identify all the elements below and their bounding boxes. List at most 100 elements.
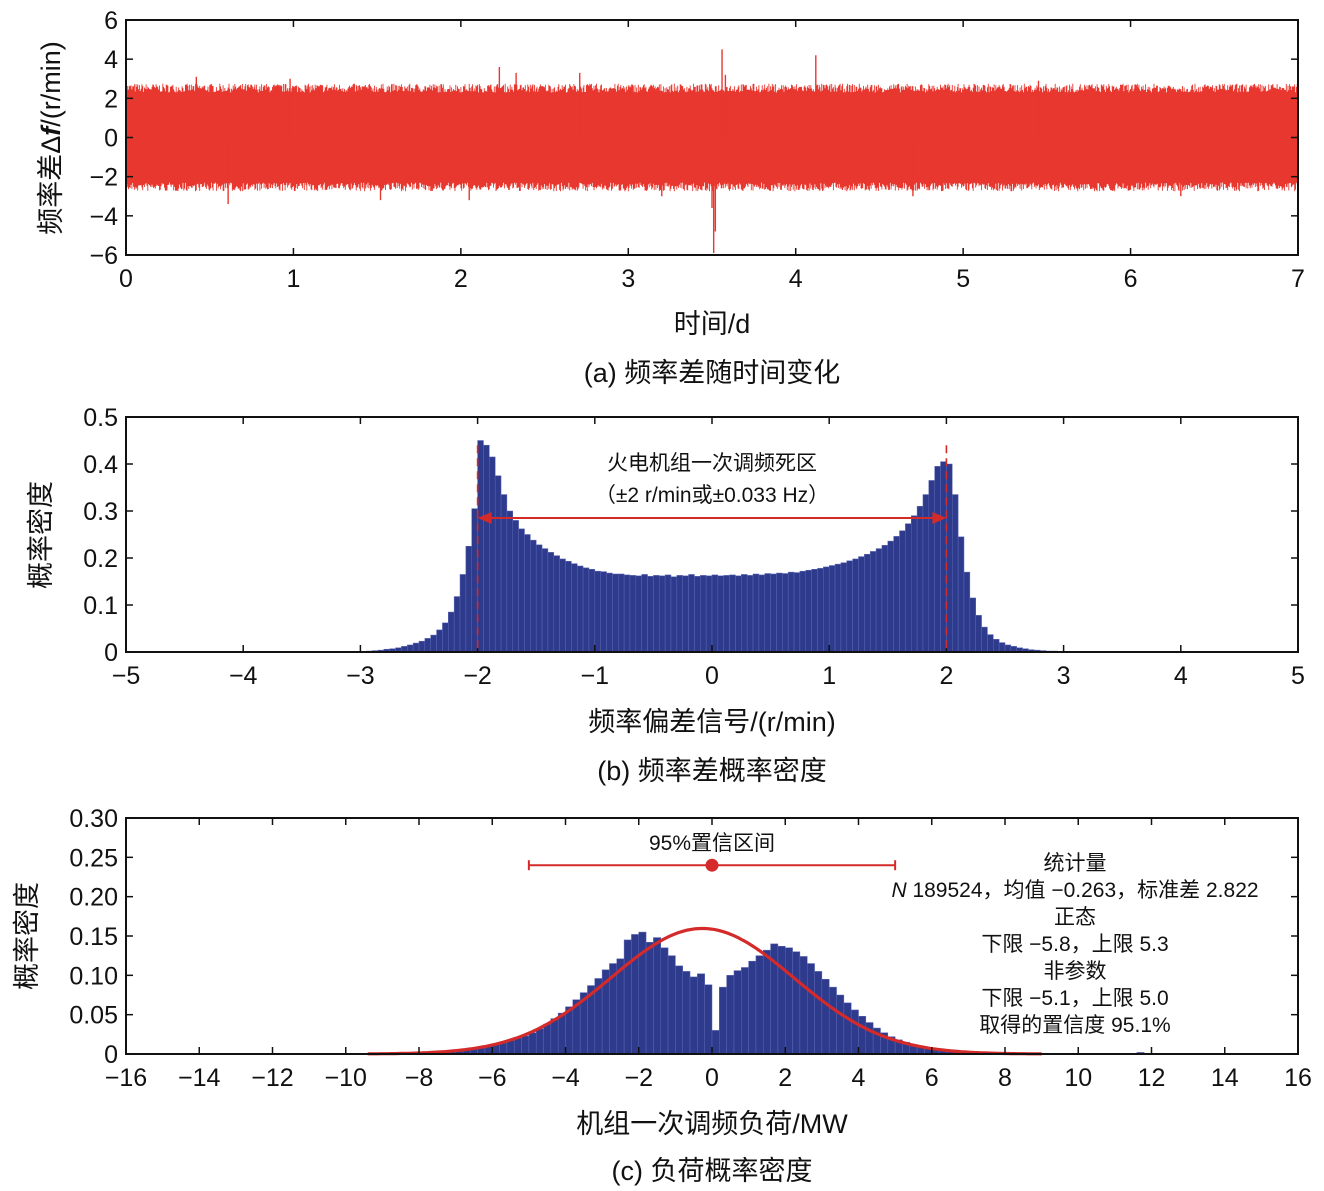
panel-c-ylabel: 概率密度 [12,882,42,990]
panel-c-bar [631,934,639,1055]
panel-b-ticks: −5 −4 −3 −2 −1 0 1 2 3 4 5 0 0.1 0.2 0.3 0.4 0.5 [83,404,1305,690]
panel-b-bar [688,574,695,653]
panel-b-bar [869,551,877,653]
stats-n-symbol: N [891,879,907,902]
panel-b-bar [612,573,619,653]
panel-c-ticks: −16 −14 −12 −10 −8 −6 −4 −2 0 2 4 6 8 10 12 14 16 0 0.05 0.… [69,805,1312,1092]
panel-b-bar [647,576,654,653]
panel-c-ytick-label: 0.05 [69,1002,118,1030]
stats-normal-range: 下限 −5.8，上限 5.3 [981,933,1168,956]
panel-c-bar [675,965,683,1055]
panel-b-bar [998,642,1006,653]
panel-c-bar [748,960,757,1055]
panel-b-bar [606,572,613,653]
panel-b-bar [535,544,543,653]
panel-b-bar [969,597,976,653]
panel-c-histogram: −16 −14 −12 −10 −8 −6 −4 −2 0 2 4 6 8 10 12 14 16 0 0.05 0.… [12,805,1312,1186]
panel-b-bar [524,534,531,653]
panel-b-bars [360,440,1064,653]
stats-normal-title: 正态 [1054,906,1096,929]
panel-b-bar [465,546,472,653]
panel-c-xtick-label: −2 [624,1064,653,1092]
panel-b-bar [993,639,1000,653]
panel-b-bar [840,562,848,653]
panel-b-bar [565,561,572,653]
panel-b-bar [787,571,795,653]
panel-a-time-series: 0 1 2 3 4 5 6 7 −6 −4 −2 0 2 4 6 时间/d 频率差Δf/(r/min) (a… [36,7,1305,388]
panel-b-bar [875,548,883,653]
panel-b-bar [899,530,906,653]
panel-c-bar [623,939,632,1055]
panel-b-xtick-label: −3 [346,662,375,690]
panel-b-bar [477,440,484,653]
panel-b-xtick-label: 3 [1057,662,1071,690]
panel-b-bar [705,575,713,653]
panel-b-bar [664,574,672,653]
panel-b-bar [1004,644,1012,653]
panel-c-bar [777,945,786,1055]
panel-c-bar [711,1030,720,1055]
stats-box: 统计量 N 189524，均值 −0.263，标准差 2.822 正态 下限 −… [891,852,1258,1037]
ci-label: 95%置信区间 [649,832,775,855]
panel-a-ylabel-prefix: 频率差Δ [36,136,66,235]
deadband-label-line1: 火电机组一次调频死区 [607,452,817,475]
panel-b-bar [723,575,730,653]
panel-c-ytick-label: 0.20 [69,884,118,912]
panel-a-caption: (a) 频率差随时间变化 [584,358,841,388]
panel-c-bar [726,975,735,1055]
panel-c-xtick-label: 6 [925,1064,939,1092]
panel-b-ytick-label: 0 [104,639,118,667]
panel-b-caption: (b) 频率差概率密度 [597,756,827,786]
panel-b-ytick-label: 0.3 [83,498,118,526]
panel-b-bar [858,556,865,653]
panel-b-bar [729,574,736,653]
panel-c-bar [814,971,823,1055]
panel-b-bar [623,574,631,653]
panel-b-xtick-label: 2 [939,662,953,690]
panel-b-bar [793,572,801,653]
panel-c-bar [697,973,705,1055]
panel-b-bar [483,444,490,653]
stats-nonparam-title: 非参数 [1044,960,1107,983]
panel-b-bar [963,571,971,653]
stats-title: 统计量 [1044,852,1107,875]
panel-a-ytick-label: −6 [89,242,118,270]
panel-c-xtick-label: −14 [178,1064,221,1092]
panel-c-bar [667,955,676,1055]
panel-a-ytick-label: −2 [89,164,118,192]
stats-confidence: 取得的置信度 95.1% [979,1014,1170,1037]
panel-b-bar [823,566,830,653]
panel-b-bar [811,569,818,653]
panel-c-ytick-label: 0.25 [69,844,118,872]
panel-a-xtick-label: 5 [956,265,970,293]
panel-a-ylabel: 频率差Δf/(r/min) [36,41,66,235]
panel-c-xtick-label: 2 [778,1064,792,1092]
panel-a-ytick-label: 4 [104,46,118,74]
panel-c-bar [792,951,801,1055]
deadband-arrow-right [932,512,947,525]
panel-b-bar [776,572,783,653]
panel-b-bar [782,573,789,653]
panel-a-xtick-label: 0 [119,265,133,293]
panel-c-bar [513,1038,522,1055]
panel-a-ytick-label: 2 [104,85,118,113]
panel-c-caption: (c) 负荷概率密度 [612,1156,813,1186]
panel-b-xtick-label: 1 [822,662,836,690]
panel-b-xtick-label: 5 [1291,662,1305,690]
panel-c-bar [733,970,742,1055]
panel-b-bar [957,536,965,653]
panel-b-bar [711,574,719,653]
panel-b-bar [436,629,443,653]
panel-c-bar [506,1040,515,1055]
panel-b-bar [512,520,519,653]
panel-c-xtick-label: 14 [1211,1064,1239,1092]
confidence-interval [527,858,897,872]
panel-a-ylabel-suffix: /(r/min) [36,41,66,126]
panel-b-bar [600,571,607,653]
panel-b-bar [741,574,748,653]
panel-b-bar [952,494,959,653]
panel-c-ytick-label: 0.10 [69,962,118,990]
panel-c-bar [806,963,815,1055]
panel-b-bar [407,644,414,653]
